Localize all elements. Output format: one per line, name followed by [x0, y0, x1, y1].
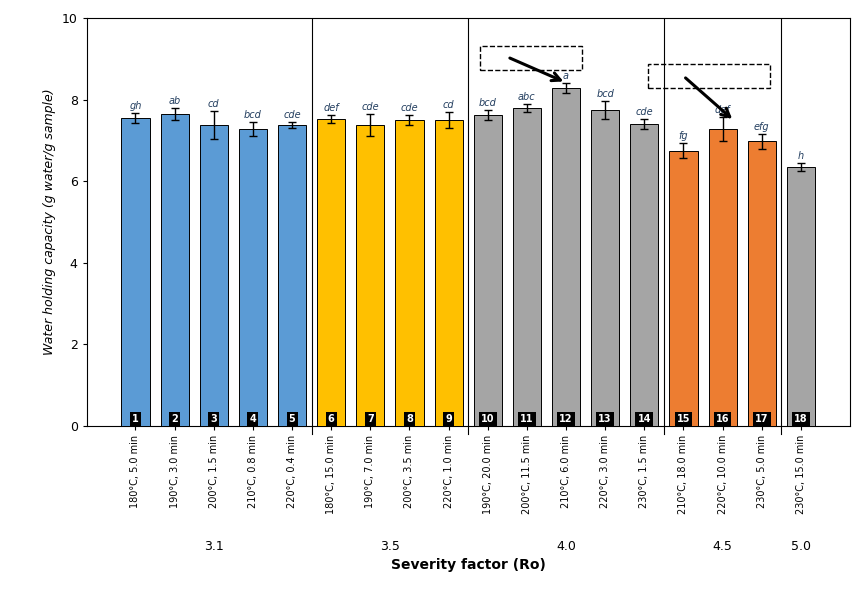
Text: 7: 7: [367, 415, 374, 424]
Bar: [121, 118, 150, 426]
Bar: [317, 119, 345, 426]
Text: efg: efg: [754, 122, 770, 132]
Text: cde: cde: [401, 103, 418, 113]
Text: bcd: bcd: [479, 98, 497, 108]
Text: h: h: [798, 151, 804, 161]
Text: cde: cde: [362, 102, 379, 111]
Text: 5.0: 5.0: [791, 540, 811, 553]
Text: 17: 17: [755, 415, 768, 424]
Bar: [434, 120, 463, 426]
Y-axis label: Water holding capacity (g water/g sample): Water holding capacity (g water/g sample…: [43, 89, 56, 355]
Text: 18: 18: [794, 415, 808, 424]
Bar: [160, 114, 189, 426]
X-axis label: Severity factor (Ro): Severity factor (Ro): [391, 558, 545, 573]
Text: 2: 2: [172, 415, 178, 424]
Text: 16: 16: [716, 415, 729, 424]
Text: 14: 14: [637, 415, 651, 424]
Text: 9: 9: [446, 415, 452, 424]
Text: abc: abc: [518, 92, 536, 102]
Bar: [669, 151, 698, 426]
Bar: [356, 125, 384, 426]
Bar: [199, 125, 228, 426]
Text: 4.0: 4.0: [556, 540, 576, 553]
Bar: [473, 115, 502, 426]
Text: bcd: bcd: [244, 109, 262, 120]
Text: 4.5: 4.5: [713, 540, 733, 553]
Bar: [395, 120, 424, 426]
Bar: [552, 88, 580, 426]
Text: cd: cd: [208, 98, 219, 109]
Text: bcd: bcd: [596, 89, 614, 99]
Text: cde: cde: [284, 109, 301, 120]
Text: 10: 10: [481, 415, 494, 424]
Text: 4: 4: [250, 415, 257, 424]
Text: def: def: [714, 105, 730, 115]
Text: 15: 15: [677, 415, 690, 424]
Bar: [512, 108, 541, 426]
Text: 8: 8: [406, 415, 413, 424]
Bar: [238, 129, 267, 426]
Bar: [786, 167, 815, 426]
Text: fg: fg: [679, 131, 688, 141]
Text: 5: 5: [289, 415, 296, 424]
Text: cd: cd: [443, 100, 454, 110]
Text: def: def: [323, 103, 339, 113]
Text: 3: 3: [211, 415, 217, 424]
Bar: [630, 124, 658, 426]
Bar: [591, 110, 619, 426]
Text: 13: 13: [598, 415, 612, 424]
Text: gh: gh: [129, 101, 141, 111]
Bar: [747, 141, 776, 426]
Text: 3.5: 3.5: [380, 540, 400, 553]
Text: 6: 6: [328, 415, 335, 424]
Text: cde: cde: [636, 107, 653, 117]
Text: 1: 1: [132, 415, 139, 424]
Bar: [708, 129, 737, 426]
Bar: [278, 125, 306, 426]
Text: 3.1: 3.1: [204, 540, 224, 553]
Text: 12: 12: [559, 415, 573, 424]
Text: a: a: [563, 71, 569, 81]
Text: ab: ab: [168, 96, 180, 106]
Text: 11: 11: [520, 415, 534, 424]
